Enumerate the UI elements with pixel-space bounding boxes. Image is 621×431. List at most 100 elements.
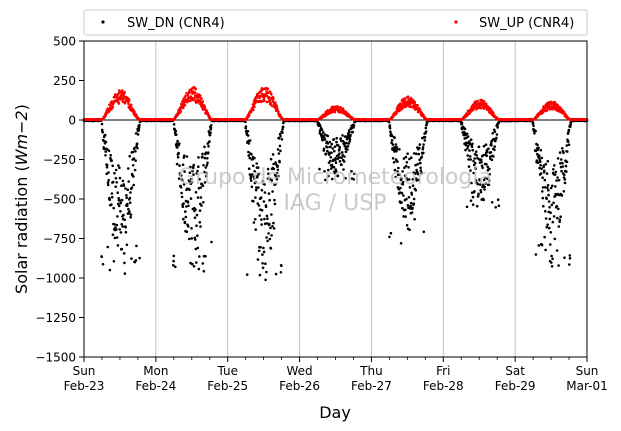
sw-dn-point [176,155,180,159]
sw-dn-point [264,262,267,266]
sw-dn-point [419,169,423,172]
sw-dn-point [560,194,564,197]
sw-dn-point [549,243,552,246]
sw-dn-point [194,208,197,211]
sw-dn-point [540,156,544,160]
sw-up-point [253,105,256,108]
sw-dn-point [334,157,337,160]
sw-dn-point [184,215,188,219]
sw-dn-point [119,231,123,234]
sw-up-point [259,94,262,98]
sw-dn-point [543,235,546,239]
sw-dn-point [473,157,477,160]
sw-dn-point [186,201,190,204]
sw-dn-point [112,206,115,210]
sw-dn-point [192,163,196,167]
sw-dn-point [184,210,187,213]
sw-dn-point [181,163,185,166]
sw-up-point [182,106,185,110]
y-tick-label: −500 [43,193,76,207]
sw-dn-point [196,196,200,199]
sw-up-point [133,110,136,113]
sw-dn-point [539,164,542,167]
sw-dn-point [394,143,398,146]
sw-dn-point [118,199,122,202]
sw-dn-point [263,191,267,194]
sw-dn-point [278,132,282,136]
sw-dn-point [567,140,570,143]
sw-up-point [416,103,419,107]
sw-dn-point [561,161,564,165]
sw-dn-point [335,136,339,140]
sw-up-point [545,109,549,112]
sw-dn-point [466,154,470,157]
sw-up-point [194,87,198,91]
sw-dn-point [201,262,205,265]
sw-dn-point [111,164,114,168]
sw-dn-point [245,273,249,276]
sw-dn-point [122,184,126,187]
sw-dn-point [487,179,491,182]
sw-dn-point [205,171,209,175]
sw-up-point [190,96,194,100]
sw-dn-point [471,203,475,206]
sw-dn-point [246,134,250,137]
sw-dn-point [117,197,120,200]
sw-dn-point [545,172,549,175]
sw-dn-point [536,143,539,147]
sw-dn-point [247,142,251,145]
sw-dn-point [494,139,497,143]
sw-dn-point [497,204,501,207]
sw-dn-point [344,150,348,153]
x-tick-label-day: Sun [73,364,96,378]
sw-dn-point [117,164,120,167]
sw-dn-point [113,223,116,226]
sw-dn-point [565,170,568,173]
sw-dn-point [544,217,548,220]
sw-dn-point [195,224,198,227]
sw-dn-point [208,140,211,143]
sw-dn-point [399,186,402,190]
sw-dn-point [397,166,400,170]
sw-dn-point [469,169,472,172]
sw-dn-point [544,210,547,213]
sw-dn-point [421,146,425,149]
sw-dn-point [551,220,555,224]
sw-dn-point [468,149,471,152]
sw-dn-point [339,137,343,140]
sw-dn-point [190,180,194,184]
sw-up-point [267,96,271,99]
sw-dn-point [196,169,199,173]
sw-dn-point [393,168,397,172]
sw-dn-point [541,186,545,189]
sw-up-point [192,98,195,102]
sw-dn-point [195,261,198,264]
sw-dn-point [183,154,186,157]
sw-dn-point [420,171,423,174]
sw-dn-point [473,190,476,193]
sw-dn-point [135,142,139,145]
sw-dn-point [203,170,206,174]
sw-dn-point [415,168,418,172]
sw-dn-point [176,146,179,149]
sw-dn-point [276,168,280,172]
sw-dn-point [136,133,140,136]
sw-dn-point [534,129,537,133]
sw-dn-point [196,234,199,237]
x-axis-label: Day [319,403,351,422]
sw-up-point [556,103,559,107]
sw-dn-point [270,234,273,237]
sw-dn-point [127,207,130,211]
sw-dn-point [265,222,269,225]
sw-dn-point [249,175,253,178]
sw-dn-point [555,249,559,252]
sw-dn-point [201,152,204,156]
sw-dn-point [275,177,279,181]
sw-dn-point [137,129,141,132]
sw-dn-point [540,167,543,171]
sw-dn-point [258,273,262,277]
sw-dn-point [416,172,420,176]
sw-dn-point [178,164,181,167]
sw-dn-point [248,139,252,142]
sw-dn-point [464,148,467,152]
